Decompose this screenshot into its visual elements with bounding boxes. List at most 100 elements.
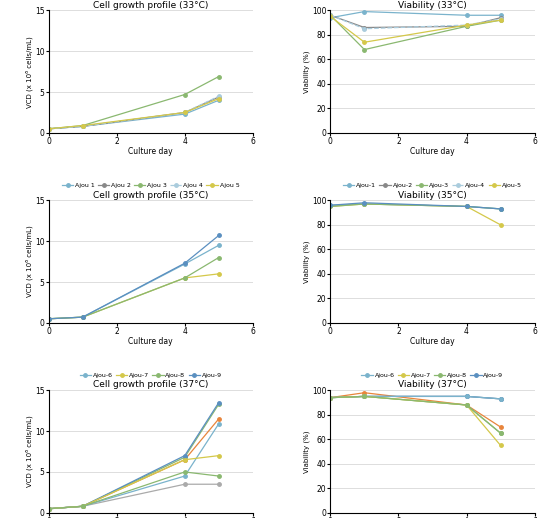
Title: Cell growth profile (37°C): Cell growth profile (37°C) <box>93 381 208 390</box>
Ajou-15 <box>361 393 368 399</box>
Ajou-14 <box>45 506 52 512</box>
Ajou 3 <box>79 122 86 128</box>
Ajou-4 <box>327 12 334 18</box>
Line: Ajou-11: Ajou-11 <box>329 391 502 429</box>
Line: Ajou-5: Ajou-5 <box>329 15 502 44</box>
Ajou-12 <box>327 395 334 401</box>
Ajou-12 <box>361 393 368 399</box>
Ajou-13 <box>463 393 470 399</box>
Ajou-11 <box>79 503 86 509</box>
Ajou-11 <box>361 390 368 396</box>
Ajou-6 <box>497 206 504 212</box>
Ajou-4 <box>497 16 504 22</box>
Ajou-13 <box>361 393 368 399</box>
Ajou-14 <box>361 393 368 399</box>
Ajou-6 <box>181 261 188 267</box>
Ajou 1 <box>79 123 86 130</box>
Line: Ajou-15: Ajou-15 <box>329 395 502 447</box>
Ajou-8 <box>215 254 222 261</box>
Ajou-1 <box>463 12 470 18</box>
Ajou-12 <box>215 401 222 407</box>
Ajou 5 <box>45 126 52 132</box>
Line: Ajou-16: Ajou-16 <box>329 395 502 435</box>
Ajou-7 <box>215 271 222 277</box>
Line: Ajou-3: Ajou-3 <box>329 13 502 51</box>
Title: Viability (33°C): Viability (33°C) <box>398 1 467 9</box>
Ajou-8 <box>497 206 504 212</box>
X-axis label: Culture day: Culture day <box>410 148 455 156</box>
Ajou-12 <box>497 430 504 436</box>
Ajou 10 <box>463 393 470 399</box>
Ajou-13 <box>327 395 334 401</box>
Ajou-9 <box>463 204 470 210</box>
Line: Ajou-14: Ajou-14 <box>47 422 220 510</box>
Ajou 1 <box>45 126 52 132</box>
Ajou-1 <box>497 12 504 18</box>
Ajou-4 <box>361 25 368 32</box>
Ajou-4 <box>463 22 470 28</box>
Ajou 4 <box>79 123 86 130</box>
Ajou-7 <box>45 315 52 322</box>
Line: Ajou-6: Ajou-6 <box>329 202 502 211</box>
Ajou-15 <box>79 503 86 509</box>
Ajou 5 <box>79 122 86 128</box>
Line: Ajou-16: Ajou-16 <box>47 470 220 510</box>
Ajou-7 <box>327 204 334 210</box>
Ajou-9 <box>327 202 334 208</box>
Ajou-9 <box>79 314 86 320</box>
Ajou 10 <box>327 395 334 401</box>
Ajou-1 <box>327 15 334 21</box>
Ajou-12 <box>181 454 188 461</box>
Ajou-5 <box>361 39 368 46</box>
Ajou-8 <box>79 314 86 320</box>
Ajou-16 <box>497 430 504 436</box>
Ajou-16 <box>463 402 470 408</box>
Line: Ajou-4: Ajou-4 <box>329 13 502 31</box>
Ajou 10 <box>361 393 368 399</box>
Ajou-9 <box>45 315 52 322</box>
Ajou-1 <box>361 8 368 15</box>
Ajou-8 <box>327 204 334 210</box>
Line: Ajou 3: Ajou 3 <box>47 75 220 131</box>
Ajou 2 <box>79 123 86 130</box>
Ajou-13 <box>45 506 52 512</box>
X-axis label: Culture day: Culture day <box>129 337 173 347</box>
Ajou-11 <box>327 395 334 401</box>
Line: Ajou-10: Ajou-10 <box>47 482 220 510</box>
Title: Cell growth profile (33°C): Cell growth profile (33°C) <box>93 1 208 9</box>
Line: Ajou-7: Ajou-7 <box>47 272 220 321</box>
Ajou-15 <box>45 506 52 512</box>
Ajou-10 <box>45 506 52 512</box>
Ajou-7 <box>497 222 504 228</box>
Line: Ajou-8: Ajou-8 <box>329 202 502 211</box>
Ajou 4 <box>181 109 188 116</box>
Ajou-7 <box>79 314 86 320</box>
Line: Ajou 10: Ajou 10 <box>329 395 502 400</box>
Legend: Ajou 1, Ajou 2, Ajou 3, Ajou 4, Ajou 5: Ajou 1, Ajou 2, Ajou 3, Ajou 4, Ajou 5 <box>62 183 239 188</box>
Line: Ajou-8: Ajou-8 <box>47 256 220 321</box>
Ajou-13 <box>215 399 222 406</box>
Ajou-11 <box>463 402 470 408</box>
Line: Ajou-12: Ajou-12 <box>47 402 220 510</box>
Ajou-14 <box>497 396 504 402</box>
Ajou-5 <box>497 17 504 23</box>
Ajou-7 <box>361 201 368 207</box>
Ajou-16 <box>181 469 188 475</box>
Ajou 4 <box>45 126 52 132</box>
Ajou 2 <box>45 126 52 132</box>
Ajou 4 <box>215 93 222 99</box>
Ajou 2 <box>181 109 188 116</box>
Title: Cell growth profile (35°C): Cell growth profile (35°C) <box>93 191 208 199</box>
Ajou-2 <box>327 12 334 18</box>
Ajou 3 <box>215 74 222 80</box>
Ajou-10 <box>79 503 86 509</box>
Ajou-9 <box>497 206 504 212</box>
Line: Ajou-15: Ajou-15 <box>47 454 220 510</box>
Ajou-15 <box>327 395 334 401</box>
Y-axis label: Viability (%): Viability (%) <box>304 50 310 93</box>
Title: Viability (35°C): Viability (35°C) <box>398 191 467 199</box>
Ajou 10 <box>497 396 504 402</box>
Ajou-8 <box>181 275 188 281</box>
Ajou-5 <box>463 22 470 28</box>
Ajou-11 <box>181 456 188 463</box>
